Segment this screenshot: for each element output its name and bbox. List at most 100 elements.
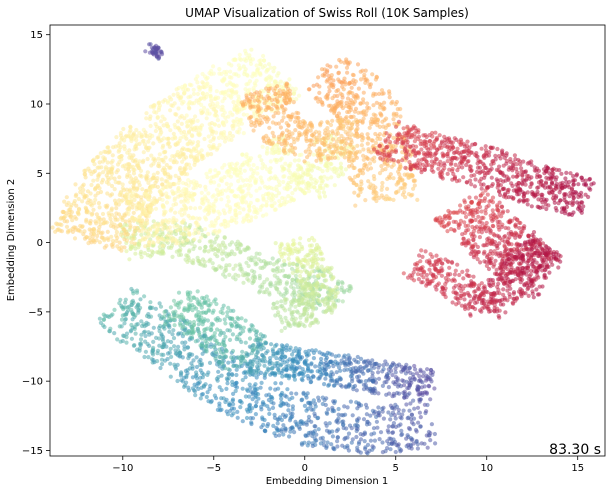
scatter-point (179, 199, 184, 204)
scatter-point (145, 341, 150, 347)
scatter-point (299, 180, 304, 185)
scatter-point (379, 88, 385, 93)
scatter-point (315, 273, 320, 278)
scatter-point (168, 176, 173, 181)
scatter-point (279, 396, 284, 401)
scatter-point (329, 310, 334, 315)
scatter-point (216, 375, 221, 380)
scatter-point (248, 183, 253, 188)
scatter-point (305, 168, 311, 173)
scatter-point (144, 176, 149, 181)
scatter-point (234, 72, 239, 77)
scatter-point (166, 172, 171, 177)
scatter-point (297, 93, 302, 98)
scatter-point (359, 403, 364, 408)
scatter-point (349, 85, 354, 90)
scatter-point (83, 168, 88, 173)
scatter-point (214, 89, 219, 94)
scatter-point (260, 65, 265, 70)
scatter-point (297, 273, 303, 279)
scatter-point (280, 303, 285, 309)
scatter-point (89, 212, 94, 217)
scatter-point (215, 407, 220, 412)
scatter-point (236, 179, 241, 184)
scatter-point (161, 123, 166, 128)
scatter-point (339, 99, 344, 104)
scatter-point (258, 175, 263, 180)
scatter-point (172, 182, 177, 187)
scatter-point (104, 205, 109, 210)
scatter-point (287, 77, 292, 82)
scatter-point (317, 90, 322, 95)
scatter-point (268, 356, 273, 361)
scatter-point (138, 249, 144, 254)
scatter-point (347, 175, 352, 180)
scatter-point (301, 391, 306, 396)
scatter-point (314, 266, 320, 271)
scatter-point (400, 378, 405, 383)
scatter-point (173, 112, 178, 117)
scatter-point (377, 437, 382, 442)
scatter-point (153, 128, 158, 134)
scatter-point (220, 104, 225, 109)
scatter-point (169, 103, 174, 108)
scatter-point (282, 297, 288, 302)
scatter-point (173, 202, 179, 207)
scatter-point (155, 348, 161, 353)
scatter-point (230, 92, 235, 97)
scatter-point (368, 438, 373, 443)
scatter-point (147, 306, 153, 311)
scatter-point (329, 175, 334, 180)
scatter-point (200, 91, 206, 96)
scatter-point (199, 102, 204, 107)
scatter-point (297, 259, 302, 264)
scatter-point (134, 142, 139, 147)
scatter-point (229, 240, 235, 245)
scatter-point (322, 174, 327, 179)
scatter-point (186, 102, 191, 107)
scatter-point (275, 428, 280, 433)
scatter-point (181, 87, 186, 92)
scatter-point (241, 207, 246, 212)
scatter-point (309, 362, 314, 367)
scatter-point (169, 206, 174, 211)
scatter-point (134, 138, 139, 143)
scatter-point (205, 372, 210, 377)
scatter-point (325, 440, 330, 445)
scatter-point (223, 399, 228, 405)
scatter-point (96, 219, 101, 224)
scatter-point (268, 280, 273, 285)
scatter-point (268, 386, 273, 391)
scatter-point (196, 258, 201, 263)
scatter-point (147, 116, 152, 122)
scatter-point (176, 290, 182, 295)
scatter-point (228, 110, 233, 115)
scatter-point (229, 189, 234, 194)
scatter-point (247, 79, 253, 84)
scatter-point (221, 131, 226, 137)
scatter-point (407, 383, 412, 388)
scatter-point (141, 150, 146, 155)
scatter-point (181, 99, 186, 105)
scatter-point (252, 269, 257, 275)
scatter-point (406, 415, 411, 420)
scatter-point (264, 350, 269, 356)
scatter-point (273, 344, 278, 349)
scatter-point (324, 372, 329, 377)
scatter-point (340, 443, 345, 448)
scatter-point (259, 158, 264, 163)
scatter-point (230, 348, 236, 354)
scatter-point (320, 102, 325, 107)
scatter-point (244, 415, 250, 421)
scatter-point (347, 284, 352, 289)
scatter-point (310, 348, 315, 353)
scatter-point (223, 348, 229, 353)
scatter-point (418, 424, 423, 429)
scatter-point (134, 188, 139, 193)
scatter-point (215, 378, 220, 383)
scatter-point (281, 200, 287, 205)
scatter-point (390, 361, 396, 366)
scatter-point (203, 227, 208, 232)
scatter-point (102, 324, 107, 330)
scatter-point (216, 249, 221, 254)
